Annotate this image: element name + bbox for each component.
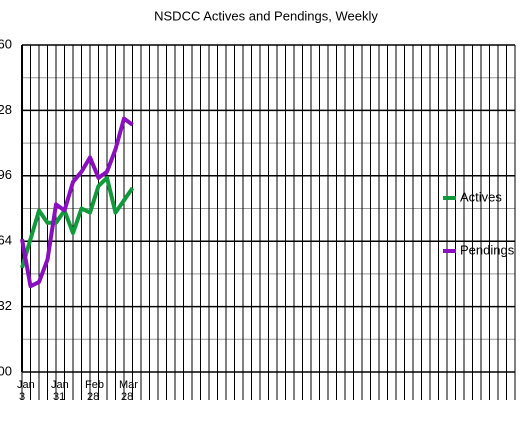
x-tick-label-line: 28 <box>121 391 133 403</box>
legend-label: Pendings <box>460 242 515 257</box>
y-tick-label: 360 <box>0 36 12 51</box>
series-line <box>20 116 134 289</box>
x-tick-label-line: Feb <box>85 379 104 391</box>
x-tick-label: Mar 28 <box>119 379 138 403</box>
x-tick-label-line: Jan <box>51 379 69 391</box>
y-tick-label: 264 <box>0 233 12 248</box>
y-tick-label: 200 <box>0 363 12 378</box>
y-tick-label: 296 <box>0 167 12 182</box>
y-tick-label: 232 <box>0 298 12 313</box>
x-tick-label-line: Jan <box>17 379 35 391</box>
chart-title: NSDCC Actives and Pendings, Weekly <box>154 8 378 23</box>
x-tick-label: Jan 3 <box>17 379 35 403</box>
y-tick-label: 328 <box>0 102 12 117</box>
x-tick-label-line: 3 <box>19 391 25 403</box>
x-tick-label-line: 31 <box>53 391 65 403</box>
legend-label: Actives <box>460 189 502 204</box>
x-tick-label-line: 28 <box>87 391 99 403</box>
x-tick-label-line: Mar <box>119 379 138 391</box>
x-tick-label: Feb 28 <box>85 379 104 403</box>
series-line <box>20 175 135 269</box>
x-tick-label: Jan 31 <box>51 379 69 403</box>
